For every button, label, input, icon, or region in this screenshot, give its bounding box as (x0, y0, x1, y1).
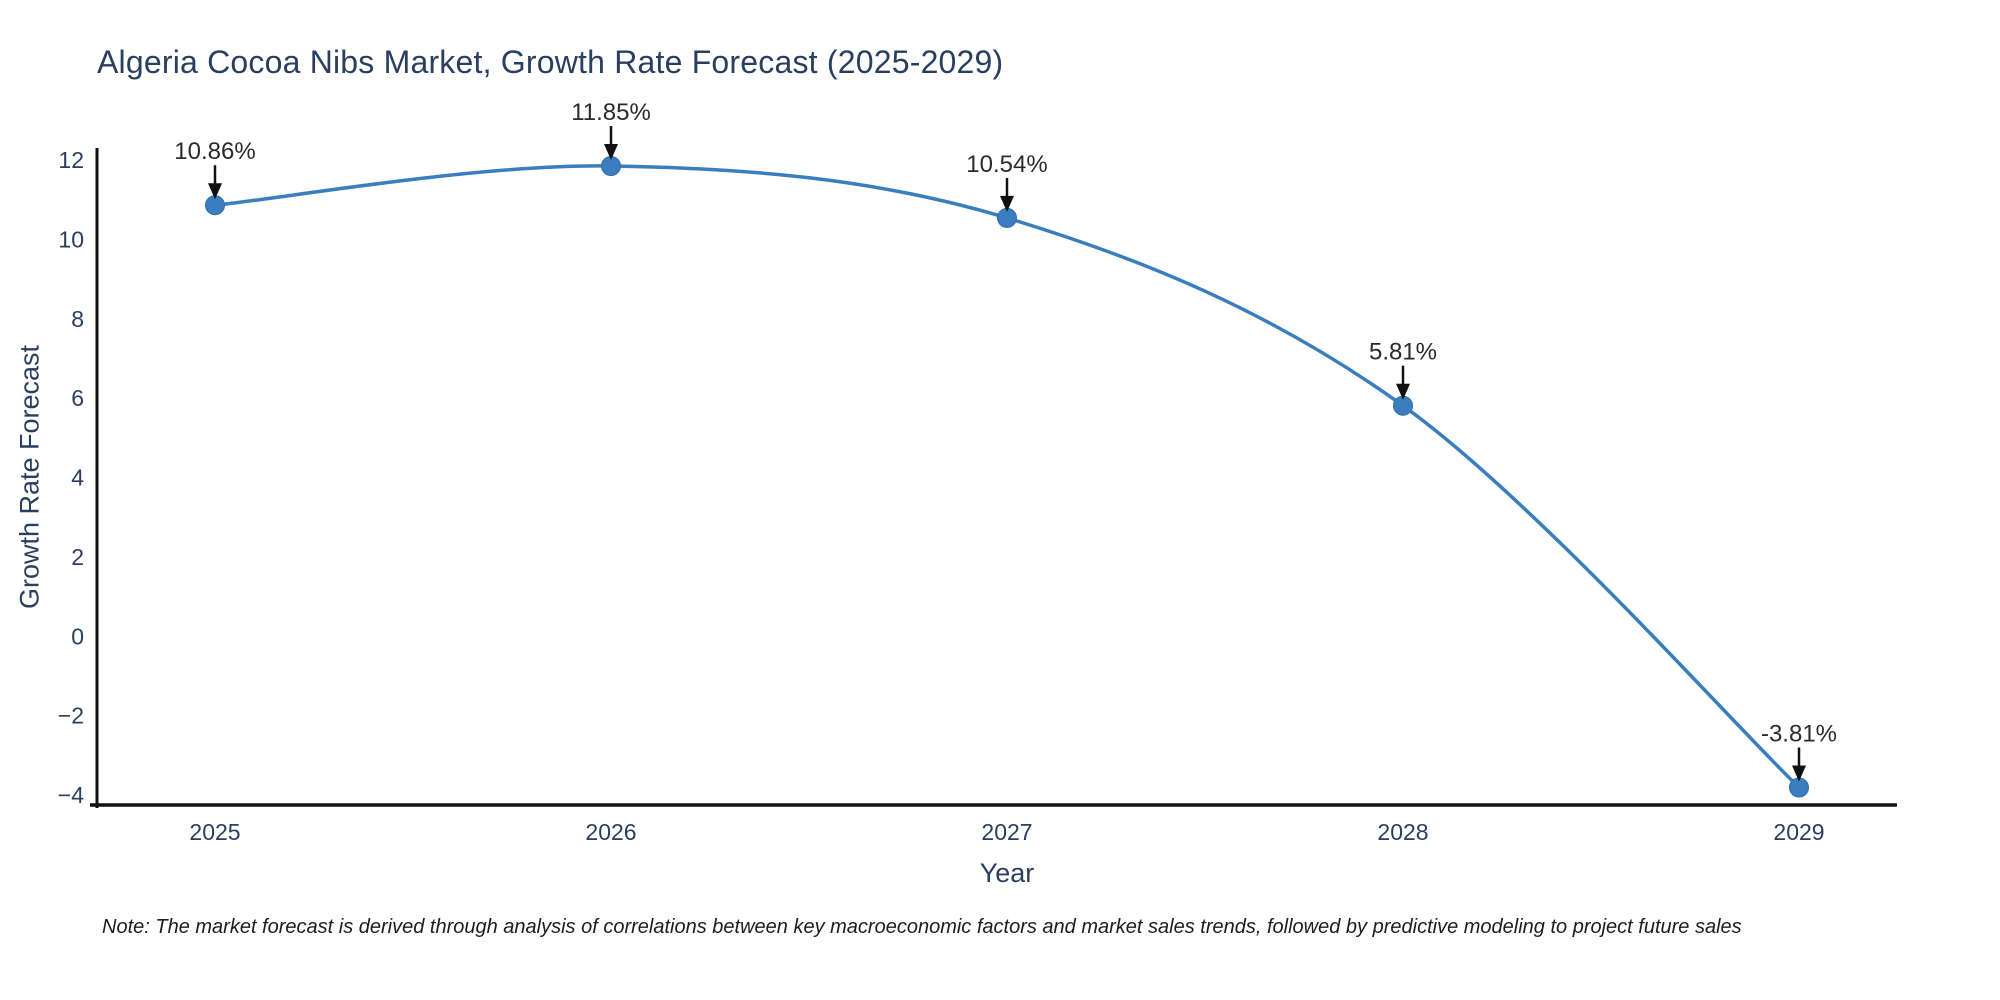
y-tick-label: −2 (58, 703, 84, 729)
annotation-arrow-head (604, 144, 618, 160)
chart-title: Algeria Cocoa Nibs Market, Growth Rate F… (97, 44, 1004, 80)
annotation-label: -3.81% (1761, 721, 1837, 748)
x-tick-label: 2029 (1773, 819, 1824, 845)
annotation-label: 10.86% (174, 138, 255, 165)
y-tick-label: −4 (58, 782, 84, 808)
footnote: Note: The market forecast is derived thr… (102, 916, 1742, 938)
y-tick-label: 10 (58, 226, 84, 252)
annotation-arrow-head (1792, 765, 1806, 782)
x-tick-label: 2028 (1377, 819, 1428, 845)
x-axis-title: Year (979, 858, 1035, 888)
line-series (213, 164, 1801, 790)
x-tick-label: 2025 (189, 819, 240, 845)
annotation-arrow-head (1000, 195, 1014, 212)
annotation-label: 5.81% (1369, 339, 1437, 366)
x-tick-label: 2026 (585, 819, 636, 845)
y-tick-label: 6 (71, 385, 84, 411)
y-tick-label: 8 (71, 306, 84, 332)
annotation-label: 11.85% (571, 99, 651, 126)
annotation-label: 10.54% (966, 151, 1047, 178)
y-tick-label: 4 (71, 465, 84, 491)
x-tick-label: 2027 (981, 819, 1032, 845)
annotation-arrow-head (208, 183, 222, 200)
annotation-arrow-head (1396, 383, 1410, 400)
y-tick-label: 2 (71, 544, 84, 570)
y-tick-label: 12 (58, 147, 84, 173)
y-tick-label: 0 (71, 623, 84, 649)
